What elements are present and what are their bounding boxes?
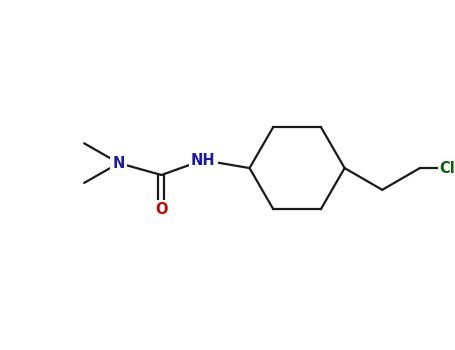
Text: O: O (155, 202, 167, 217)
Text: NH: NH (191, 153, 215, 168)
Text: N: N (113, 156, 125, 170)
Text: Cl: Cl (440, 161, 455, 176)
